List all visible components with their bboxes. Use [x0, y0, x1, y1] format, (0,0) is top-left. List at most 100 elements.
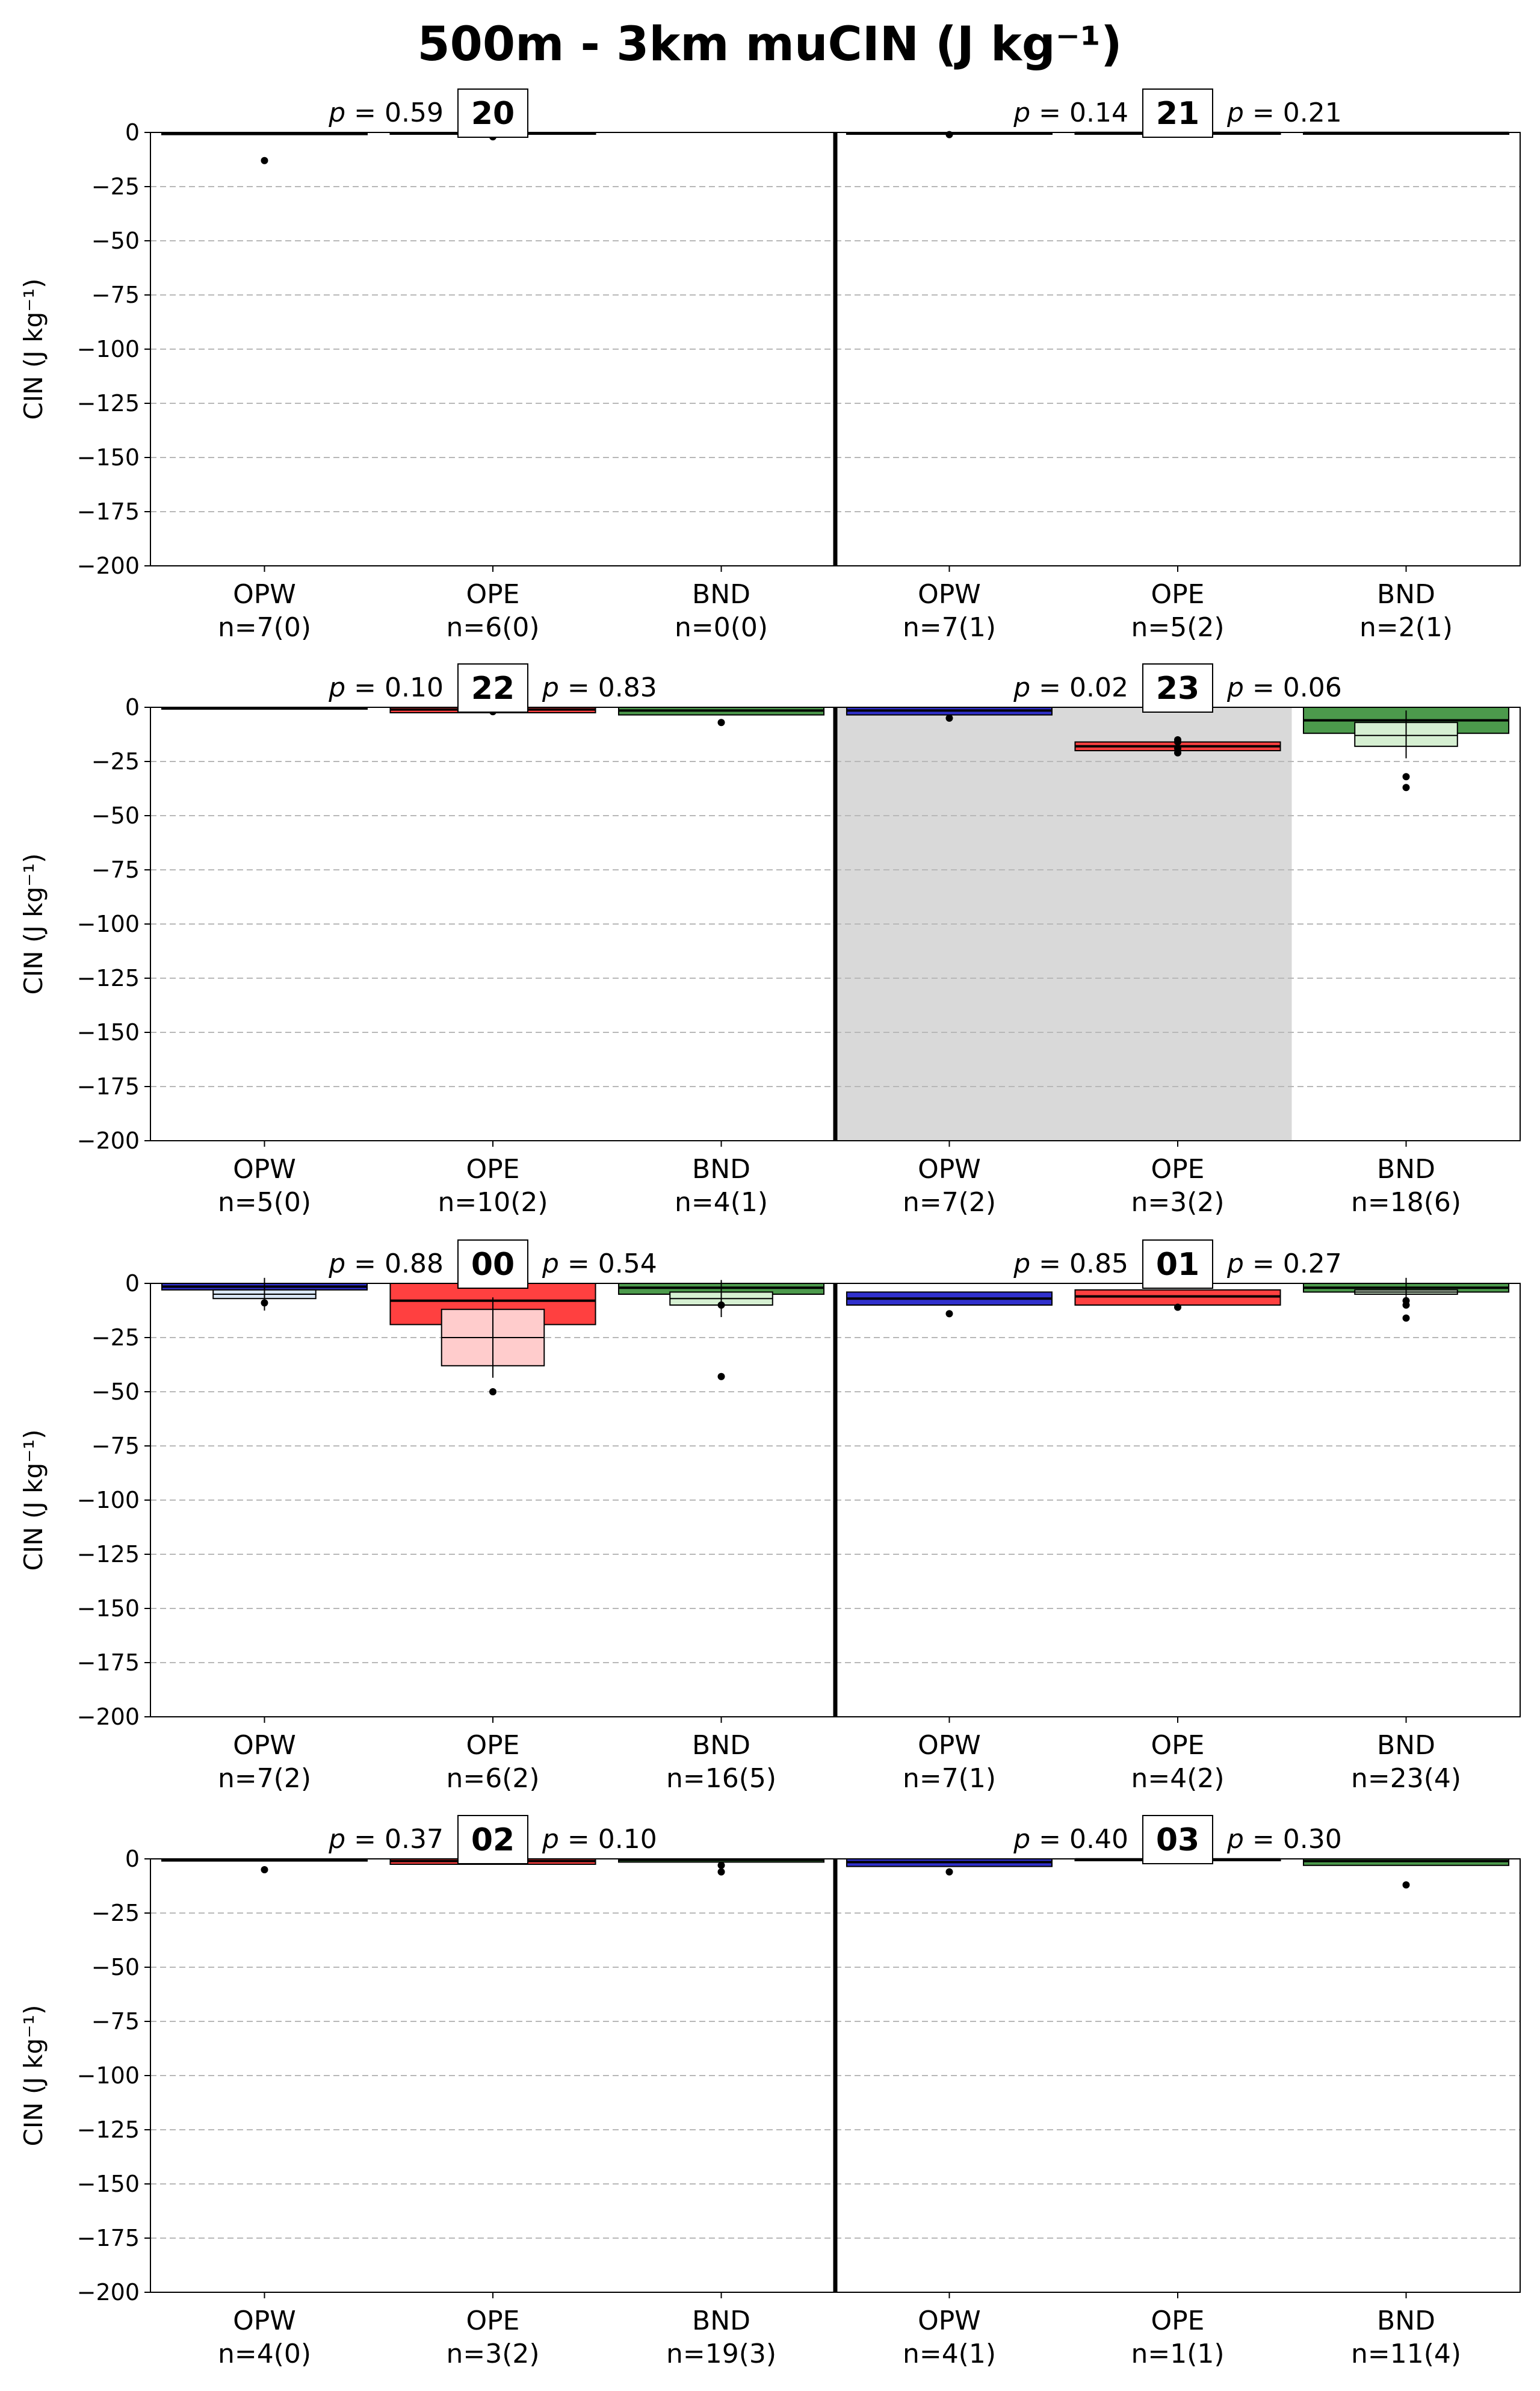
y-tick-label: 0 — [125, 119, 140, 146]
p-value-right: p = 0.21 — [1226, 98, 1342, 128]
hour-label: 01 — [1156, 1247, 1199, 1283]
y-tick-label: −125 — [77, 1541, 140, 1568]
hour-box — [1142, 88, 1213, 138]
hour-label: 22 — [471, 671, 515, 707]
y-tick-label: −75 — [91, 282, 140, 308]
outlier-point — [945, 715, 953, 722]
y-tick-label: −25 — [91, 173, 140, 200]
outlier-point — [1174, 738, 1181, 746]
y-tick-label: −200 — [77, 1127, 140, 1154]
n-label: n=19(3) — [666, 2339, 776, 2369]
y-axis-label: CIN (J kg⁻¹) — [19, 2005, 48, 2147]
n-label: n=1(1) — [1131, 2339, 1224, 2369]
category-label: BND — [692, 2306, 750, 2336]
p-value-right: p = 0.06 — [1226, 672, 1342, 703]
chart-row-1: CIN (J kg⁻¹)OPWn=5(0)OPEn=10(2)BNDn=4(1)… — [19, 663, 1521, 1218]
outlier-point — [1402, 1301, 1410, 1309]
y-tick-label: −75 — [91, 1433, 140, 1459]
y-axis-label: CIN (J kg⁻¹) — [19, 854, 48, 995]
n-label: n=5(2) — [1131, 612, 1224, 643]
hour-label: 23 — [1156, 671, 1199, 707]
y-tick-label: −100 — [77, 336, 140, 362]
category-label: BND — [1377, 1154, 1435, 1185]
n-label: n=10(2) — [438, 1187, 548, 1218]
y-tick-label: −200 — [77, 1704, 140, 1730]
n-label: n=4(2) — [1131, 1763, 1224, 1794]
n-label: n=7(1) — [903, 612, 996, 643]
category-label: BND — [1377, 579, 1435, 610]
hour-label: 02 — [471, 1822, 515, 1858]
p-value-right: p = 0.54 — [542, 1248, 657, 1279]
outlier-point — [261, 157, 268, 164]
chart-rows: CIN (J kg⁻¹)OPWn=7(0)OPEn=6(0)BNDn=0(0)2… — [19, 88, 1521, 2369]
outlier-point — [1174, 749, 1181, 757]
category-label: OPW — [233, 1730, 296, 1761]
n-label: n=3(2) — [446, 2339, 539, 2369]
category-label: BND — [1377, 2306, 1435, 2336]
y-tick-label: −100 — [77, 911, 140, 937]
y-tick-label: −150 — [77, 1019, 140, 1046]
y-tick-label: −125 — [77, 390, 140, 417]
hour-box — [1142, 663, 1213, 713]
hour-label: 21 — [1156, 96, 1199, 132]
y-axis-label: CIN (J kg⁻¹) — [19, 1430, 48, 1571]
hour-box — [1142, 1815, 1213, 1864]
p-value-right: p = 0.27 — [1226, 1248, 1342, 1279]
y-tick-label: −50 — [91, 1954, 140, 1980]
hour-label: 00 — [471, 1247, 515, 1283]
hour-box — [457, 663, 528, 713]
y-tick-label: −175 — [77, 498, 140, 525]
y-tick-label: −50 — [91, 1378, 140, 1405]
hour-box — [457, 88, 528, 138]
y-tick-label: −100 — [77, 2062, 140, 2089]
outlier-point — [1402, 1881, 1410, 1889]
y-tick-label: −200 — [77, 553, 140, 579]
y-tick-label: −200 — [77, 2279, 140, 2306]
n-label: n=0(0) — [675, 612, 768, 643]
chart-row-0: CIN (J kg⁻¹)OPWn=7(0)OPEn=6(0)BNDn=0(0)2… — [19, 88, 1521, 643]
y-tick-label: −175 — [77, 2225, 140, 2251]
category-label: OPE — [1151, 579, 1205, 610]
category-label: BND — [692, 1730, 750, 1761]
n-label: n=6(0) — [446, 612, 539, 643]
hour-box — [457, 1239, 528, 1289]
category-label: OPW — [233, 2306, 296, 2336]
outlier-point — [261, 1299, 268, 1307]
y-tick-label: 0 — [125, 1270, 140, 1297]
y-tick-label: −75 — [91, 2008, 140, 2035]
outlier-point — [717, 719, 725, 727]
outlier-point — [945, 1310, 953, 1318]
n-label: n=4(1) — [675, 1187, 768, 1218]
p-value-left: p = 0.88 — [328, 1248, 444, 1279]
p-value-right: p = 0.30 — [1226, 1824, 1342, 1855]
outlier-point — [717, 1372, 725, 1380]
p-value-right: p = 0.83 — [542, 672, 657, 703]
y-tick-label: −150 — [77, 2171, 140, 2197]
y-tick-label: −100 — [77, 1487, 140, 1513]
p-value-left: p = 0.85 — [1013, 1248, 1128, 1279]
category-label: OPW — [918, 579, 981, 610]
outlier-point — [717, 1868, 725, 1876]
y-tick-label: −25 — [91, 748, 140, 775]
y-tick-label: −75 — [91, 857, 140, 883]
n-label: n=18(6) — [1351, 1187, 1461, 1218]
y-tick-label: −125 — [77, 2117, 140, 2143]
n-label: n=7(0) — [218, 612, 311, 643]
category-label: OPW — [233, 579, 296, 610]
category-label: OPE — [466, 1730, 520, 1761]
category-label: BND — [1377, 1730, 1435, 1761]
outlier-point — [1174, 1303, 1181, 1311]
y-tick-label: 0 — [125, 694, 140, 721]
y-axis-label: CIN (J kg⁻¹) — [19, 279, 48, 420]
